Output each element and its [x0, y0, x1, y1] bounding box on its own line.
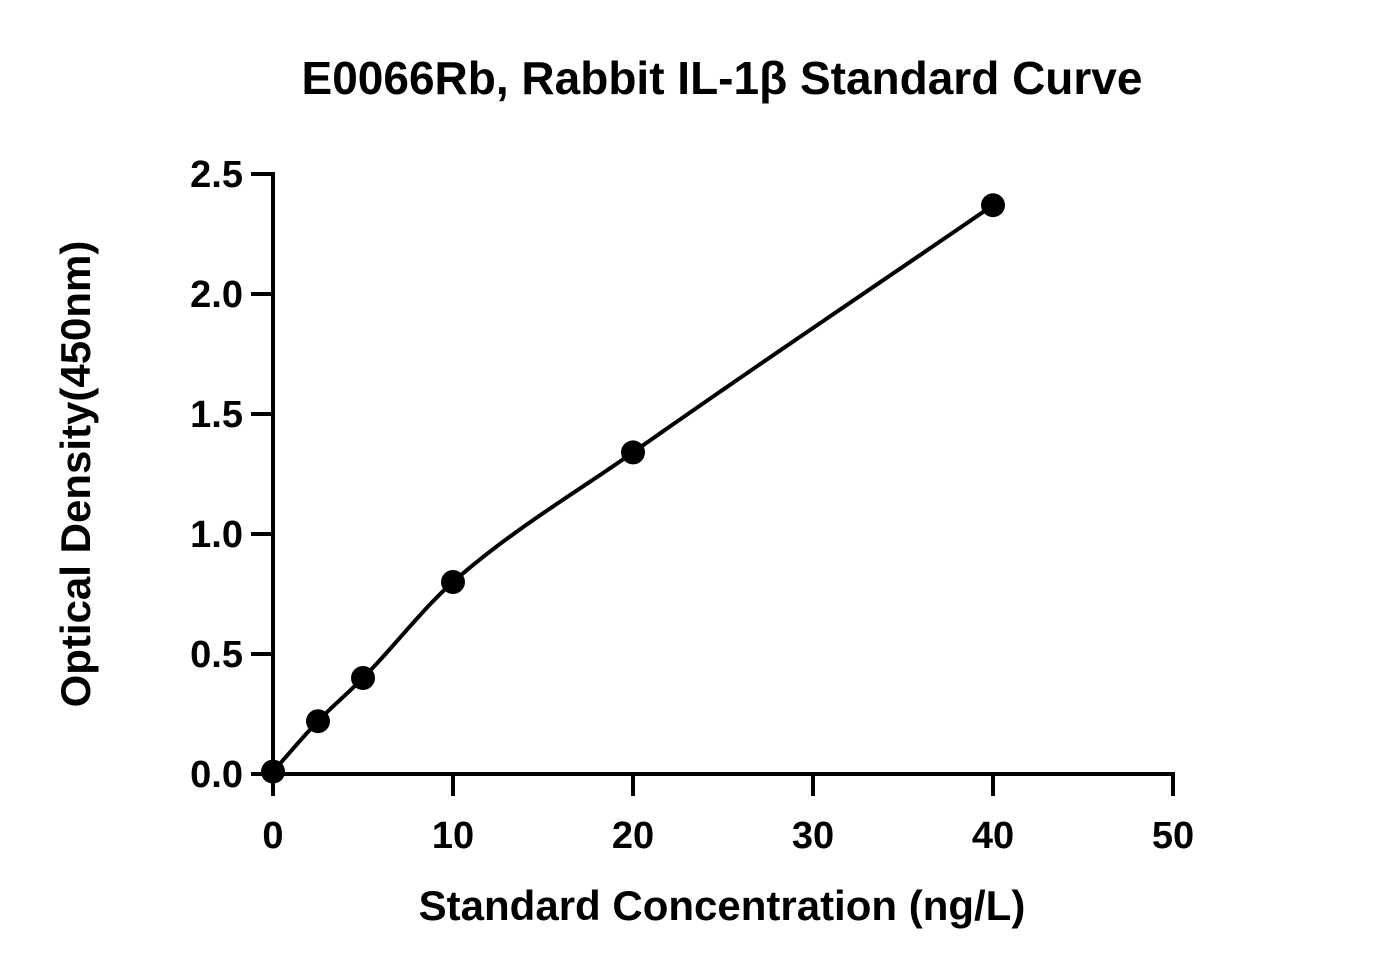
- data-point: [441, 570, 465, 594]
- y-tick-label: 2.0: [190, 274, 243, 316]
- y-axis-label: Optical Density(450nm): [52, 241, 99, 708]
- data-point: [621, 440, 645, 465]
- data-points-layer: [261, 193, 1005, 784]
- y-tick-label: 1.5: [190, 394, 243, 436]
- x-tick-label: 0: [262, 815, 283, 857]
- data-point: [261, 759, 285, 784]
- fit-curve-layer: [271, 203, 995, 774]
- x-tick-label: 10: [432, 815, 474, 857]
- x-tick-label: 30: [792, 815, 834, 857]
- y-tick-label: 1.0: [190, 514, 243, 556]
- chart-title: E0066Rb, Rabbit IL-1β Standard Curve: [302, 52, 1143, 104]
- y-tick-label: 2.5: [190, 154, 243, 196]
- data-point: [351, 666, 375, 690]
- data-point: [306, 709, 330, 734]
- y-tick-label: 0.0: [190, 754, 243, 796]
- data-point: [981, 193, 1005, 218]
- fit-curve: [271, 203, 995, 774]
- y-tick-label: 0.5: [190, 634, 243, 676]
- x-tick-label: 20: [612, 815, 654, 857]
- x-tick-label: 40: [972, 815, 1014, 857]
- x-tick-label: 50: [1152, 815, 1194, 857]
- x-axis-label: Standard Concentration (ng/L): [419, 882, 1026, 929]
- axes: 0 10 20 30 40 50 0.0 0.5 1.0 1.5 2.0 2.5: [190, 154, 1194, 857]
